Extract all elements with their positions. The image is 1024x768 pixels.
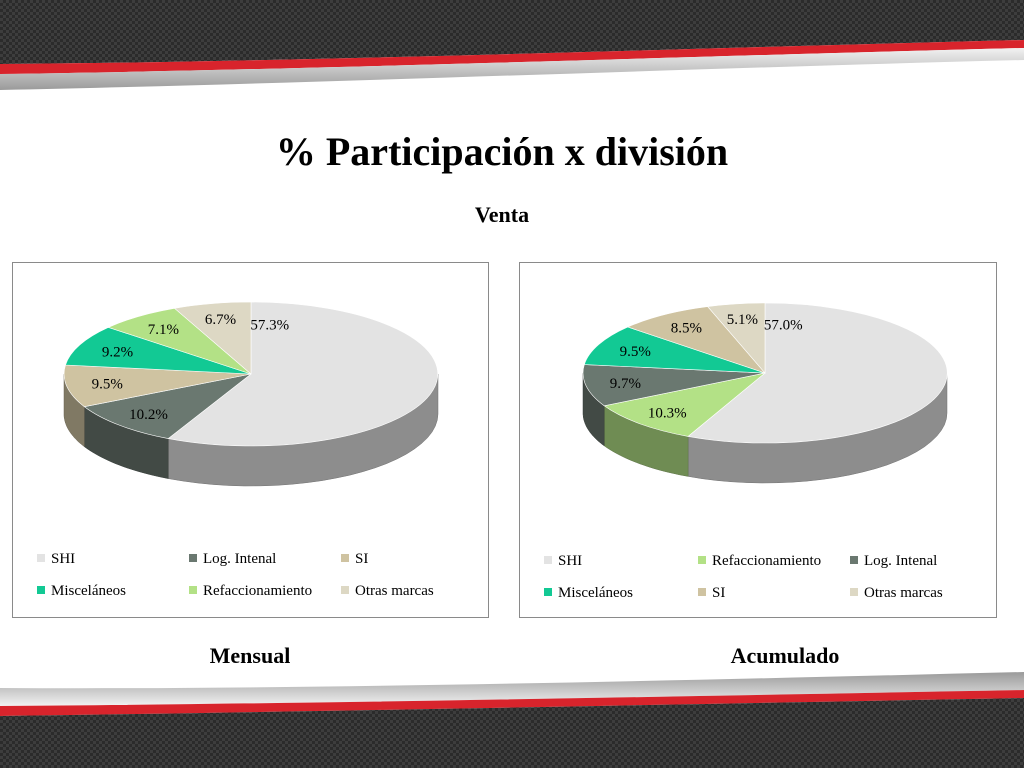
legend-swatch-si <box>698 588 706 596</box>
pie-slice-log-intenal <box>83 373 252 439</box>
chart-legend: SHI Log. Intenal SI Misceláneos Refaccionami… <box>37 551 434 599</box>
data-label-si: 8.5% <box>671 321 702 337</box>
caption-acumulado: Acumulado <box>730 643 840 668</box>
pie-sides <box>582 372 948 484</box>
data-label-log-intenal: 10.2% <box>129 407 168 423</box>
pie-chart-mensual: 57.3% 10.2% 9.5% 9.2% 7.1% 6.7% SHI Log. Intena… <box>37 301 439 599</box>
pie-slice-otras-marcas <box>707 302 766 374</box>
pie-slice-miscelaneos <box>65 327 252 375</box>
legend-label-shi: SHI <box>558 553 582 569</box>
pie-chart-acumulado: 57.0% 10.3% 9.7% 9.5% 8.5% 5.1% SHI Refaccionam… <box>544 302 948 601</box>
caption-mensual: Mensual <box>209 643 291 668</box>
data-label-shi: 57.0% <box>764 318 803 334</box>
chart-legend: SHI Refaccionamiento Log. Intenal Misceláne… <box>544 553 943 601</box>
chart-acumulado-frame: 57.0% 10.3% 9.7% 9.5% 8.5% 5.1% SHI Refaccionam… <box>519 262 997 618</box>
pie-slice-otras-marcas <box>173 301 252 375</box>
legend-swatch-otras-marcas <box>850 588 858 596</box>
legend-swatch-si <box>341 554 349 562</box>
data-labels: 57.3% 10.2% 9.5% 9.2% 7.1% 6.7% <box>92 312 289 423</box>
pie-slice-refaccionamiento <box>603 372 766 437</box>
chart-mensual-frame: 57.3% 10.2% 9.5% 9.2% 7.1% 6.7% SHI Log. Intena… <box>12 262 489 618</box>
top-carbon-band <box>0 0 1024 64</box>
data-label-si: 9.5% <box>92 377 123 393</box>
pie-sides <box>63 373 439 487</box>
pie-slice-si <box>63 364 252 408</box>
legend-swatch-refaccionamiento <box>189 586 197 594</box>
data-label-refaccionamiento: 10.3% <box>648 406 687 422</box>
legend-swatch-miscelaneos <box>37 586 45 594</box>
pie-slice-log-intenal <box>582 364 766 407</box>
bottom-carbon-band <box>0 698 1024 768</box>
bottom-silver-stripe <box>0 672 1024 706</box>
pie-top <box>63 301 439 447</box>
data-labels: 57.0% 10.3% 9.7% 9.5% 8.5% 5.1% <box>610 312 803 422</box>
legend-label-si: SI <box>355 551 368 567</box>
legend-swatch-shi <box>544 556 552 564</box>
legend-swatch-log-intenal <box>189 554 197 562</box>
pie-slice-miscelaneos <box>583 326 766 374</box>
bottom-red-stripe <box>0 690 1024 716</box>
pie-top <box>582 302 948 444</box>
legend-label-refaccionamiento: Refaccionamiento <box>712 553 821 569</box>
legend-label-otras-marcas: Otras marcas <box>355 583 434 599</box>
legend-swatch-log-intenal <box>850 556 858 564</box>
page-title: % Participación x división <box>275 129 729 174</box>
legend-swatch-otras-marcas <box>341 586 349 594</box>
legend-label-log-intenal: Log. Intenal <box>203 551 276 567</box>
top-silver-stripe <box>0 48 1024 90</box>
legend-swatch-miscelaneos <box>544 588 552 596</box>
legend-swatch-shi <box>37 554 45 562</box>
data-label-log-intenal: 9.7% <box>610 376 641 392</box>
data-label-otras-marcas: 6.7% <box>205 312 236 328</box>
legend-label-otras-marcas: Otras marcas <box>864 585 943 601</box>
legend-label-miscelaneos: Misceláneos <box>558 585 633 601</box>
pie-slice-si <box>626 306 766 374</box>
pie-slice-shi <box>167 301 439 447</box>
legend-swatch-refaccionamiento <box>698 556 706 564</box>
top-red-stripe <box>0 40 1024 74</box>
data-label-shi: 57.3% <box>250 317 289 333</box>
data-label-miscelaneos: 9.2% <box>102 344 133 360</box>
legend-label-shi: SHI <box>51 551 75 567</box>
legend-label-si: SI <box>712 585 725 601</box>
legend-label-miscelaneos: Misceláneos <box>51 583 126 599</box>
data-label-refaccionamiento: 7.1% <box>148 322 179 338</box>
data-label-otras-marcas: 5.1% <box>727 312 758 328</box>
chart-subtitle: Venta <box>474 202 530 227</box>
pie-slice-shi <box>687 302 948 444</box>
legend-label-log-intenal: Log. Intenal <box>864 553 937 569</box>
data-label-miscelaneos: 9.5% <box>620 344 651 360</box>
legend-label-refaccionamiento: Refaccionamiento <box>203 583 312 599</box>
